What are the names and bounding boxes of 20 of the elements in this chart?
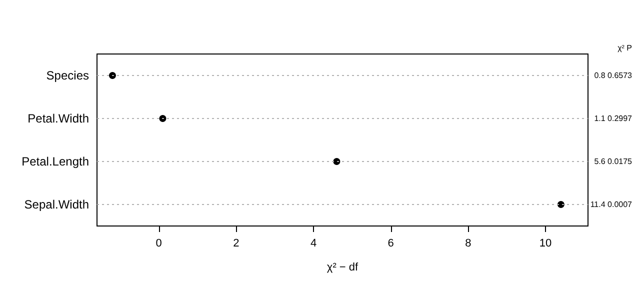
x-tick-label: 6	[388, 238, 394, 250]
x-tick-label: 0	[156, 238, 162, 250]
x-tick-label: 8	[465, 238, 472, 250]
data-label: 0.8 0.6573	[594, 71, 633, 80]
x-axis-title: χ² − df	[326, 262, 360, 274]
y-tick-label: Petal.Length	[22, 154, 89, 168]
x-tick-label: 2	[233, 238, 240, 250]
point	[557, 201, 564, 208]
data-label: 1.1 0.2997	[594, 114, 633, 123]
x-tick-label: 10	[539, 238, 552, 250]
text: χ² P	[618, 44, 632, 52]
data-label: 5.6 0.0175	[594, 157, 633, 166]
y-tick-label: Sepal.Width	[24, 198, 89, 212]
x-tick-label: 4	[310, 238, 317, 250]
point	[159, 115, 166, 122]
data-label: 11.4 0.0007	[590, 200, 633, 209]
y-tick-label: Species	[46, 68, 89, 82]
point	[108, 72, 116, 79]
point	[333, 158, 340, 165]
y-tick-label: Petal.Width	[28, 112, 89, 126]
